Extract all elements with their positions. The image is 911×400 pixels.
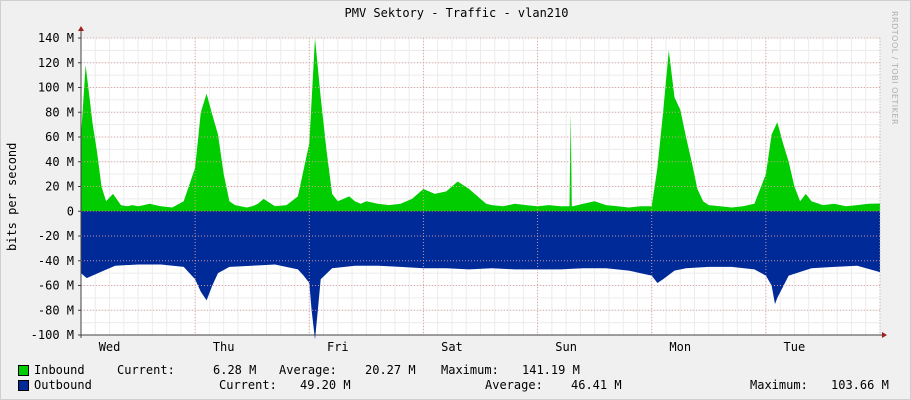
y-tick-label: 80 M xyxy=(45,105,74,119)
y-tick-label: -80 M xyxy=(38,303,74,317)
y-tick-label: 120 M xyxy=(38,56,74,70)
y-axis-arrow xyxy=(78,26,84,31)
y-tick-label: -20 M xyxy=(38,229,74,243)
outbound-swatch xyxy=(18,380,29,391)
x-tick-label: Sun xyxy=(555,340,577,354)
inbound-average-value: 20.27 M xyxy=(365,363,416,377)
series-area-inbound xyxy=(81,38,880,212)
inbound-swatch xyxy=(18,365,29,376)
outbound-average-label: Average: xyxy=(485,378,543,392)
x-tick-label: Sat xyxy=(441,340,463,354)
y-tick-label: 20 M xyxy=(45,180,74,194)
inbound-current-label: Current: xyxy=(117,363,175,377)
traffic-chart: 140 M 120 M 100 M 80 M 60 M 40 M 20 M 0 -20 M -40… xyxy=(31,26,887,354)
inbound-current-value: 6.28 M xyxy=(213,363,257,377)
x-tick-label: Thu xyxy=(213,340,235,354)
x-axis-arrow xyxy=(882,332,887,338)
inbound-label: Inbound xyxy=(34,363,85,377)
x-tick-label: Mon xyxy=(669,340,691,354)
outbound-maximum-label: Maximum: xyxy=(750,378,808,392)
y-tick-label: 60 M xyxy=(45,130,74,144)
inbound-maximum-value: 141.19 M xyxy=(522,363,580,377)
y-tick-label: -60 M xyxy=(38,279,74,293)
inbound-maximum-label: Maximum: xyxy=(441,363,499,377)
x-tick-label: Fri xyxy=(327,340,349,354)
chart-title: PMV Sektory - Traffic - vlan210 xyxy=(344,6,569,20)
y-tick-label: 100 M xyxy=(38,81,74,95)
x-tick-label: Tue xyxy=(784,340,806,354)
outbound-maximum-value: 103.66 M xyxy=(831,378,889,392)
y-tick-label: 0 xyxy=(67,204,74,218)
outbound-average-value: 46.41 M xyxy=(571,378,622,392)
y-tick-label: -100 M xyxy=(31,328,74,342)
outbound-current-label: Current: xyxy=(219,378,277,392)
series-area-outbound xyxy=(81,211,880,340)
y-tick-label: -40 M xyxy=(38,254,74,268)
y-tick-label: 40 M xyxy=(45,155,74,169)
y-tick-label: 140 M xyxy=(38,31,74,45)
outbound-label: Outbound xyxy=(34,378,92,392)
x-tick-label: Wed xyxy=(99,340,121,354)
outbound-current-value: 49.20 M xyxy=(300,378,351,392)
inbound-average-label: Average: xyxy=(279,363,337,377)
